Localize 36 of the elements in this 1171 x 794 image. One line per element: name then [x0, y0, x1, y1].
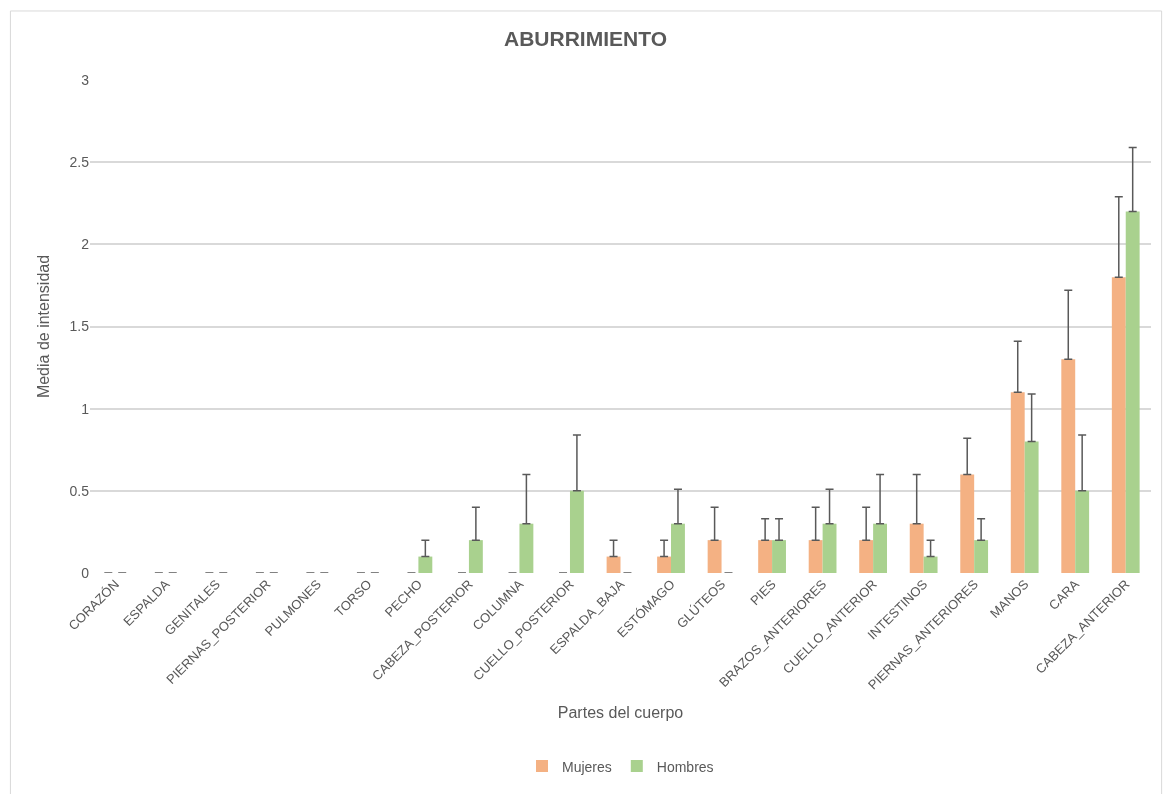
- bar: [468, 540, 483, 573]
- bar: [707, 540, 722, 573]
- bar: [960, 474, 975, 573]
- bar: [657, 556, 672, 573]
- bar: [1024, 441, 1039, 573]
- bar: [909, 523, 924, 573]
- legend-label: Hombres: [656, 758, 714, 775]
- bar: [519, 523, 534, 573]
- bar: [1061, 359, 1076, 573]
- bar: [418, 556, 433, 573]
- bar: [606, 556, 621, 573]
- bar: [822, 523, 837, 573]
- y-tick-label: 1.5: [69, 318, 90, 335]
- legend-label: Mujeres: [562, 758, 612, 775]
- bar: [1111, 277, 1126, 573]
- y-tick-label: 2: [81, 236, 90, 253]
- bar: [1010, 392, 1025, 573]
- bar: [1075, 490, 1090, 573]
- y-tick-label: 0.5: [69, 482, 90, 499]
- y-tick-label: 1: [81, 400, 90, 417]
- bar: [671, 523, 685, 573]
- y-tick-label: 0: [81, 564, 90, 581]
- bar: [974, 540, 989, 573]
- bar: [772, 540, 786, 573]
- y-tick-label: 2.5: [69, 154, 90, 171]
- bar: [758, 540, 773, 573]
- bar: [873, 523, 888, 573]
- bar: [569, 490, 584, 573]
- x-axis-title: Partes del cuerpo: [557, 704, 684, 722]
- chart-title: ABURRIMIENTO: [504, 27, 667, 51]
- y-tick-label: 3: [81, 71, 90, 88]
- bar: [808, 540, 823, 573]
- bar: [859, 540, 874, 573]
- bar: [1125, 211, 1140, 573]
- y-axis-title: Media de intensidad: [35, 254, 53, 399]
- bar: [923, 556, 938, 573]
